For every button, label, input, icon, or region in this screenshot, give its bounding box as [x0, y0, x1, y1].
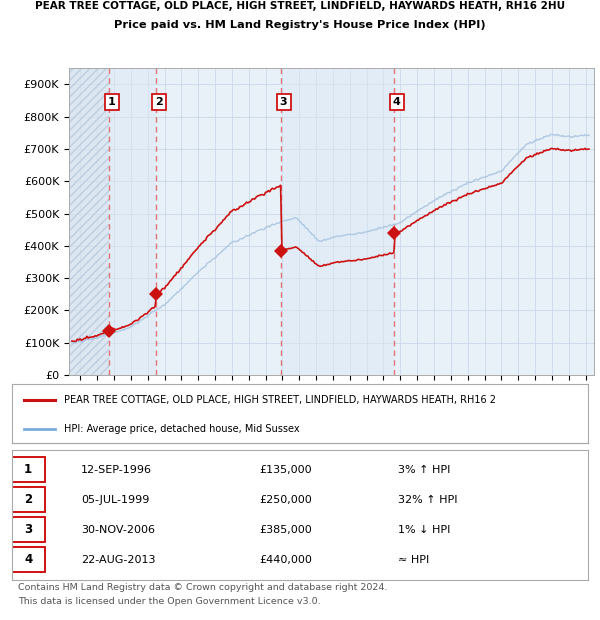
Text: £440,000: £440,000 — [260, 554, 313, 565]
Text: 22-AUG-2013: 22-AUG-2013 — [81, 554, 155, 565]
Text: PEAR TREE COTTAGE, OLD PLACE, HIGH STREET, LINDFIELD, HAYWARDS HEATH, RH16 2: PEAR TREE COTTAGE, OLD PLACE, HIGH STREE… — [64, 396, 496, 405]
Text: 3: 3 — [280, 97, 287, 107]
FancyBboxPatch shape — [11, 487, 45, 512]
Text: PEAR TREE COTTAGE, OLD PLACE, HIGH STREET, LINDFIELD, HAYWARDS HEATH, RH16 2HU: PEAR TREE COTTAGE, OLD PLACE, HIGH STREE… — [35, 1, 565, 11]
FancyBboxPatch shape — [11, 547, 45, 572]
Text: 3: 3 — [24, 523, 32, 536]
Text: 4: 4 — [24, 553, 32, 566]
Text: HPI: Average price, detached house, Mid Sussex: HPI: Average price, detached house, Mid … — [64, 423, 299, 433]
Text: £250,000: £250,000 — [260, 495, 313, 505]
Text: 1: 1 — [108, 97, 115, 107]
Text: 2: 2 — [155, 97, 163, 107]
Text: 3% ↑ HPI: 3% ↑ HPI — [398, 464, 450, 475]
Text: 4: 4 — [393, 97, 401, 107]
FancyBboxPatch shape — [11, 517, 45, 542]
Text: £385,000: £385,000 — [260, 525, 313, 534]
Text: 05-JUL-1999: 05-JUL-1999 — [81, 495, 149, 505]
Text: 1% ↓ HPI: 1% ↓ HPI — [398, 525, 450, 534]
Text: £135,000: £135,000 — [260, 464, 313, 475]
Text: 1: 1 — [24, 463, 32, 476]
Bar — [109, 68, 156, 375]
Bar — [69, 68, 109, 375]
Text: This data is licensed under the Open Government Licence v3.0.: This data is licensed under the Open Gov… — [18, 597, 320, 606]
Text: 12-SEP-1996: 12-SEP-1996 — [81, 464, 152, 475]
Bar — [281, 68, 394, 375]
FancyBboxPatch shape — [11, 458, 45, 482]
Text: ≈ HPI: ≈ HPI — [398, 554, 429, 565]
Text: 2: 2 — [24, 493, 32, 506]
Text: 32% ↑ HPI: 32% ↑ HPI — [398, 495, 457, 505]
Text: Price paid vs. HM Land Registry's House Price Index (HPI): Price paid vs. HM Land Registry's House … — [114, 20, 486, 30]
Text: 30-NOV-2006: 30-NOV-2006 — [81, 525, 155, 534]
Text: Contains HM Land Registry data © Crown copyright and database right 2024.: Contains HM Land Registry data © Crown c… — [18, 583, 388, 592]
